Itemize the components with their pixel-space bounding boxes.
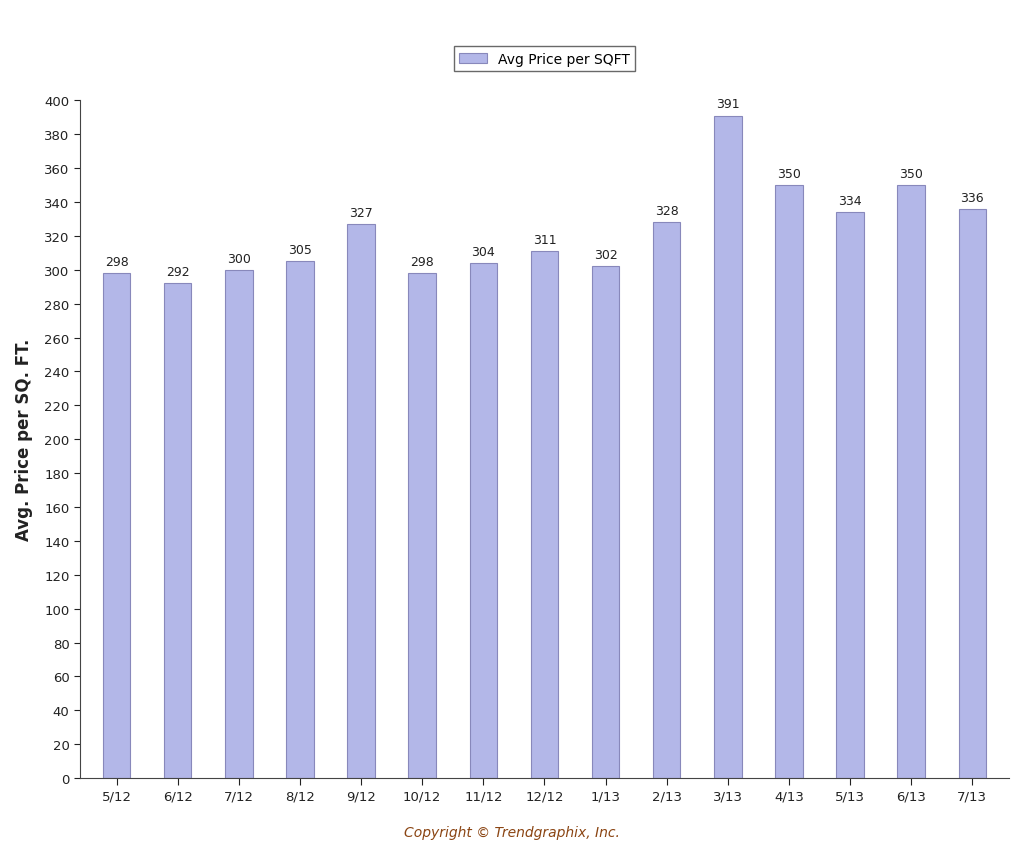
Text: 305: 305 [288,244,312,256]
Bar [347,225,375,778]
Text: 298: 298 [411,256,434,268]
Bar [775,186,803,778]
Y-axis label: Avg. Price per SQ. FT.: Avg. Price per SQ. FT. [15,338,33,541]
Bar [897,186,925,778]
Bar [592,267,620,778]
Text: 300: 300 [227,252,251,265]
Bar [653,223,681,778]
Bar [530,252,558,778]
Text: 350: 350 [899,168,924,181]
Bar [225,270,253,778]
Bar [470,263,497,778]
Bar [714,117,741,778]
Bar [286,262,313,778]
Text: 350: 350 [777,168,801,181]
Text: Copyright © Trendgraphix, Inc.: Copyright © Trendgraphix, Inc. [404,826,620,839]
Text: 327: 327 [349,207,373,220]
Text: 311: 311 [532,233,556,247]
Bar [837,213,864,778]
Text: 391: 391 [716,98,739,112]
Bar [164,284,191,778]
Text: 298: 298 [104,256,128,268]
Bar [409,273,436,778]
Legend: Avg Price per SQFT: Avg Price per SQFT [454,47,635,72]
Text: 328: 328 [654,205,679,218]
Bar [102,273,130,778]
Text: 302: 302 [594,249,617,262]
Bar [958,210,986,778]
Text: 334: 334 [839,195,862,208]
Text: 304: 304 [471,245,496,258]
Text: 292: 292 [166,266,189,279]
Text: 336: 336 [961,192,984,204]
